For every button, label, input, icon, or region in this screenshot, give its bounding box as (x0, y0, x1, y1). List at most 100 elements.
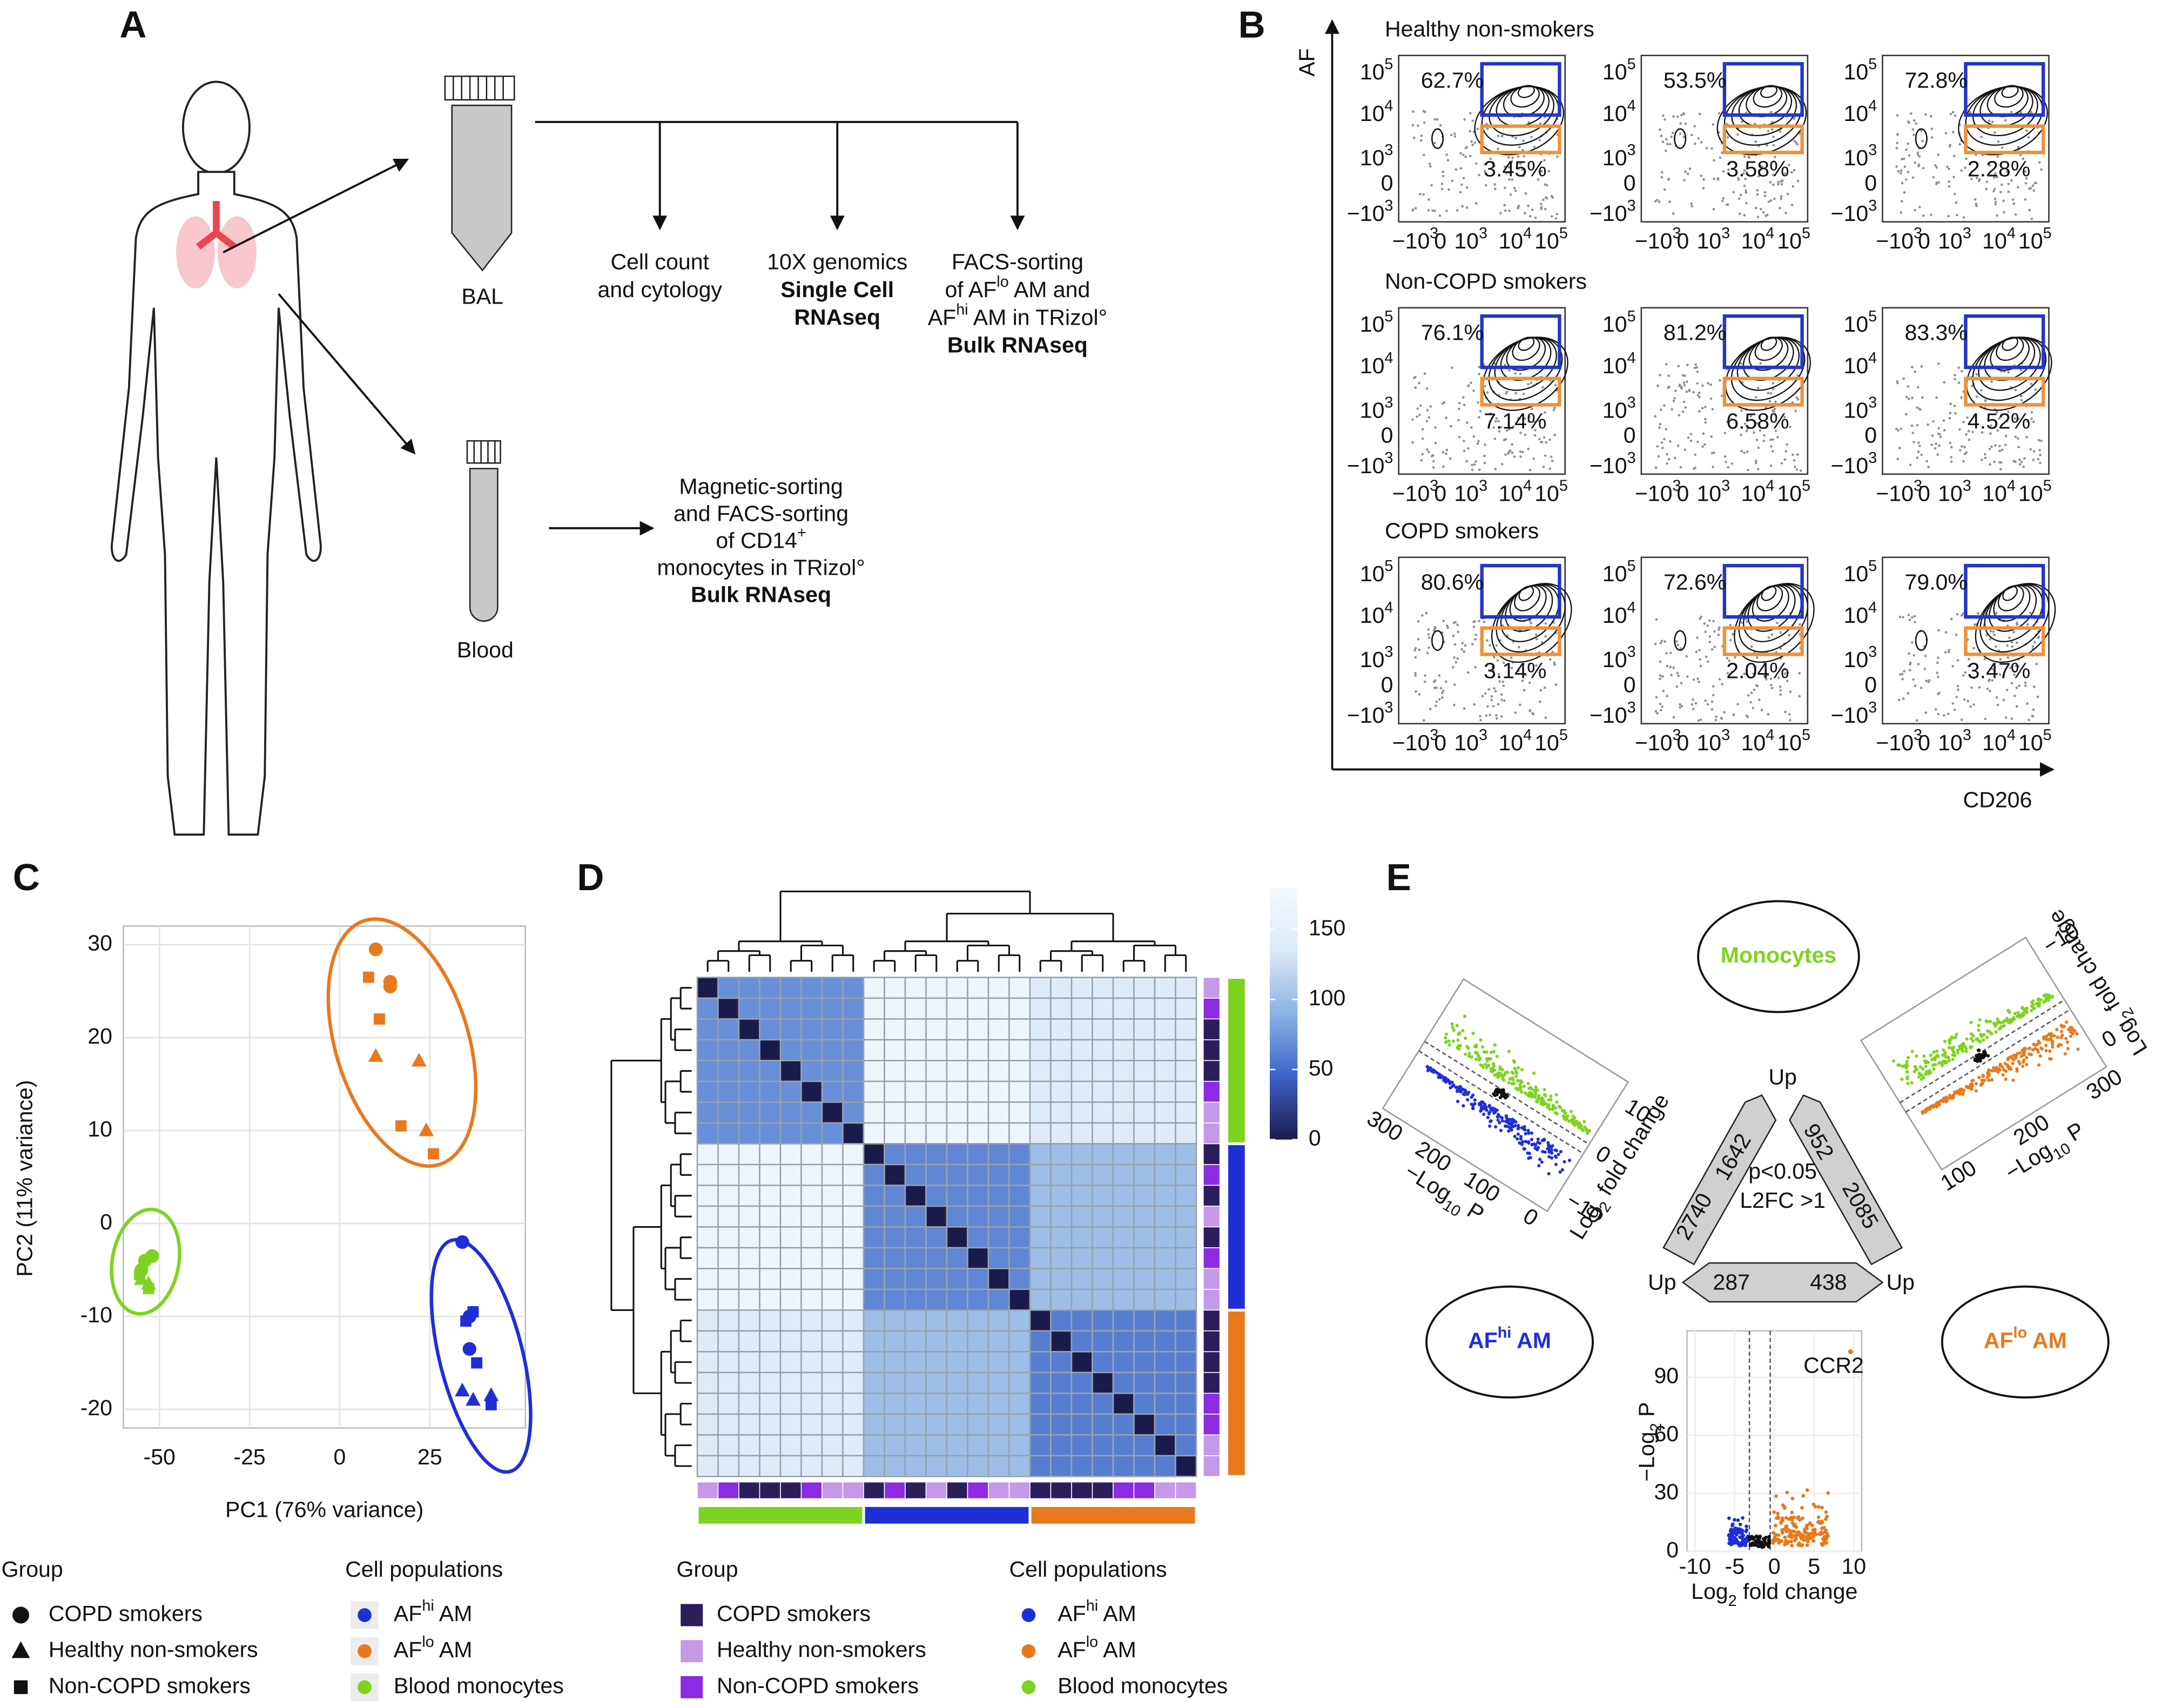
gene-dot (1789, 1539, 1793, 1544)
event-dot (1901, 158, 1903, 160)
group-annotation (1071, 1481, 1093, 1499)
heatmap-cell (759, 1351, 782, 1374)
event-dot (1440, 183, 1444, 185)
panel-label: E (1386, 856, 1411, 898)
heatmap-cell (1008, 1060, 1031, 1082)
gene-dot (2035, 1001, 2038, 1006)
event-dot (1789, 426, 1792, 428)
heatmap-cell (1070, 977, 1093, 999)
event-dot (2001, 146, 2004, 149)
gene-dot (1956, 1089, 1959, 1093)
x-tick-label: 104 (1982, 727, 2016, 755)
gene-dot (1801, 1516, 1804, 1521)
text-part: 10 (1843, 101, 1868, 126)
heatmap-cell (863, 1060, 885, 1082)
gene-dot (1977, 1028, 1981, 1032)
event-dot (1783, 672, 1787, 675)
gene-dot (1922, 1054, 1926, 1058)
event-dot (1952, 154, 1956, 158)
event-dot (1769, 199, 1773, 202)
gene-dot (2066, 1047, 2070, 1051)
event-dot (1692, 391, 1695, 394)
heatmap-cell (842, 1122, 865, 1145)
heatmap-cell (1175, 1288, 1197, 1311)
event-dot (1754, 665, 1757, 669)
gene-dot (1822, 1539, 1827, 1544)
event-dot (1531, 209, 1534, 211)
heatmap-cell (863, 1101, 885, 1124)
panel-c: C PC1 (76% variance) PC2 (11% variance) … (12, 856, 533, 1522)
event-dot (1471, 143, 1474, 146)
event-dot (1909, 669, 1911, 671)
event-dot (2028, 209, 2031, 212)
x-tick-label: 104 (1741, 225, 1775, 253)
event-dot (1476, 442, 1479, 445)
gene-dot (1489, 1051, 1493, 1054)
gene-dot (1932, 1104, 1936, 1107)
y-tick-label: 105 (1843, 557, 1877, 586)
heatmap-cell (738, 1205, 760, 1228)
event-dot (1979, 136, 1983, 138)
event-dot (1772, 183, 1775, 186)
heatmap-cell (1112, 1101, 1135, 1124)
event-dot (1711, 147, 1713, 150)
heatmap-cell (1029, 1080, 1052, 1103)
event-dot (1975, 204, 1978, 207)
event-dot (1655, 696, 1658, 699)
heatmap-cell (1050, 1455, 1073, 1477)
heatmap-cell (821, 1288, 844, 1311)
event-dot (1918, 206, 1921, 209)
x-axis-label: CD206 (1963, 787, 2032, 812)
gene-dot (1824, 1510, 1828, 1514)
event-dot (2024, 684, 2027, 687)
gene-dot (1924, 1065, 1928, 1068)
group-annotation (800, 1481, 823, 1499)
event-dot (1543, 436, 1546, 439)
event-dot (1478, 373, 1481, 375)
event-dot (2000, 183, 2003, 186)
heatmap-cell (1008, 1080, 1031, 1103)
heatmap-cell (987, 1268, 1010, 1290)
lung (217, 216, 257, 288)
event-dot (1913, 119, 1916, 122)
event-dot (1742, 172, 1745, 175)
heatmap-cell (946, 1268, 968, 1290)
heatmap-cell (1008, 1268, 1031, 1290)
event-dot (1549, 658, 1552, 661)
event-dot (1505, 172, 1508, 175)
gene-dot (1999, 1026, 2003, 1030)
gene-dot (1458, 1044, 1462, 1047)
heatmap-cell (696, 1371, 719, 1394)
event-dot (1670, 136, 1673, 138)
text-part: 10 (1741, 730, 1766, 755)
gene-dot (1825, 1515, 1829, 1518)
event-dot (1905, 395, 1908, 399)
event-dot (1440, 187, 1444, 191)
event-dot (1773, 156, 1776, 158)
text-part: 4 (1766, 477, 1774, 494)
event-dot (1994, 645, 1997, 648)
population-annotation (1228, 1145, 1245, 1309)
y-tick-label: 0 (1864, 672, 1877, 697)
event-dot (1920, 687, 1923, 689)
heatmap-cell (1154, 1101, 1176, 1124)
heatmap-cell (967, 1247, 989, 1269)
text-part: 4 (1868, 599, 1877, 616)
event-dot (1786, 671, 1789, 675)
event-dot (1666, 664, 1669, 668)
event-dot (1500, 715, 1503, 718)
gene-dot (1506, 1071, 1510, 1074)
event-dot (1503, 165, 1506, 168)
text-part: 3 (1868, 197, 1877, 214)
heatmap-cell (842, 1455, 865, 1477)
event-dot (1783, 415, 1786, 419)
heatmap-cell (1008, 1226, 1031, 1249)
event-dot (1779, 685, 1782, 688)
text-part: 10 (1454, 730, 1479, 755)
gene-dot (1805, 1488, 1809, 1492)
gene-dot (1925, 1070, 1929, 1073)
heatmap-cell (884, 1018, 906, 1041)
event-dot (1453, 683, 1456, 686)
event-dot (1745, 191, 1748, 194)
